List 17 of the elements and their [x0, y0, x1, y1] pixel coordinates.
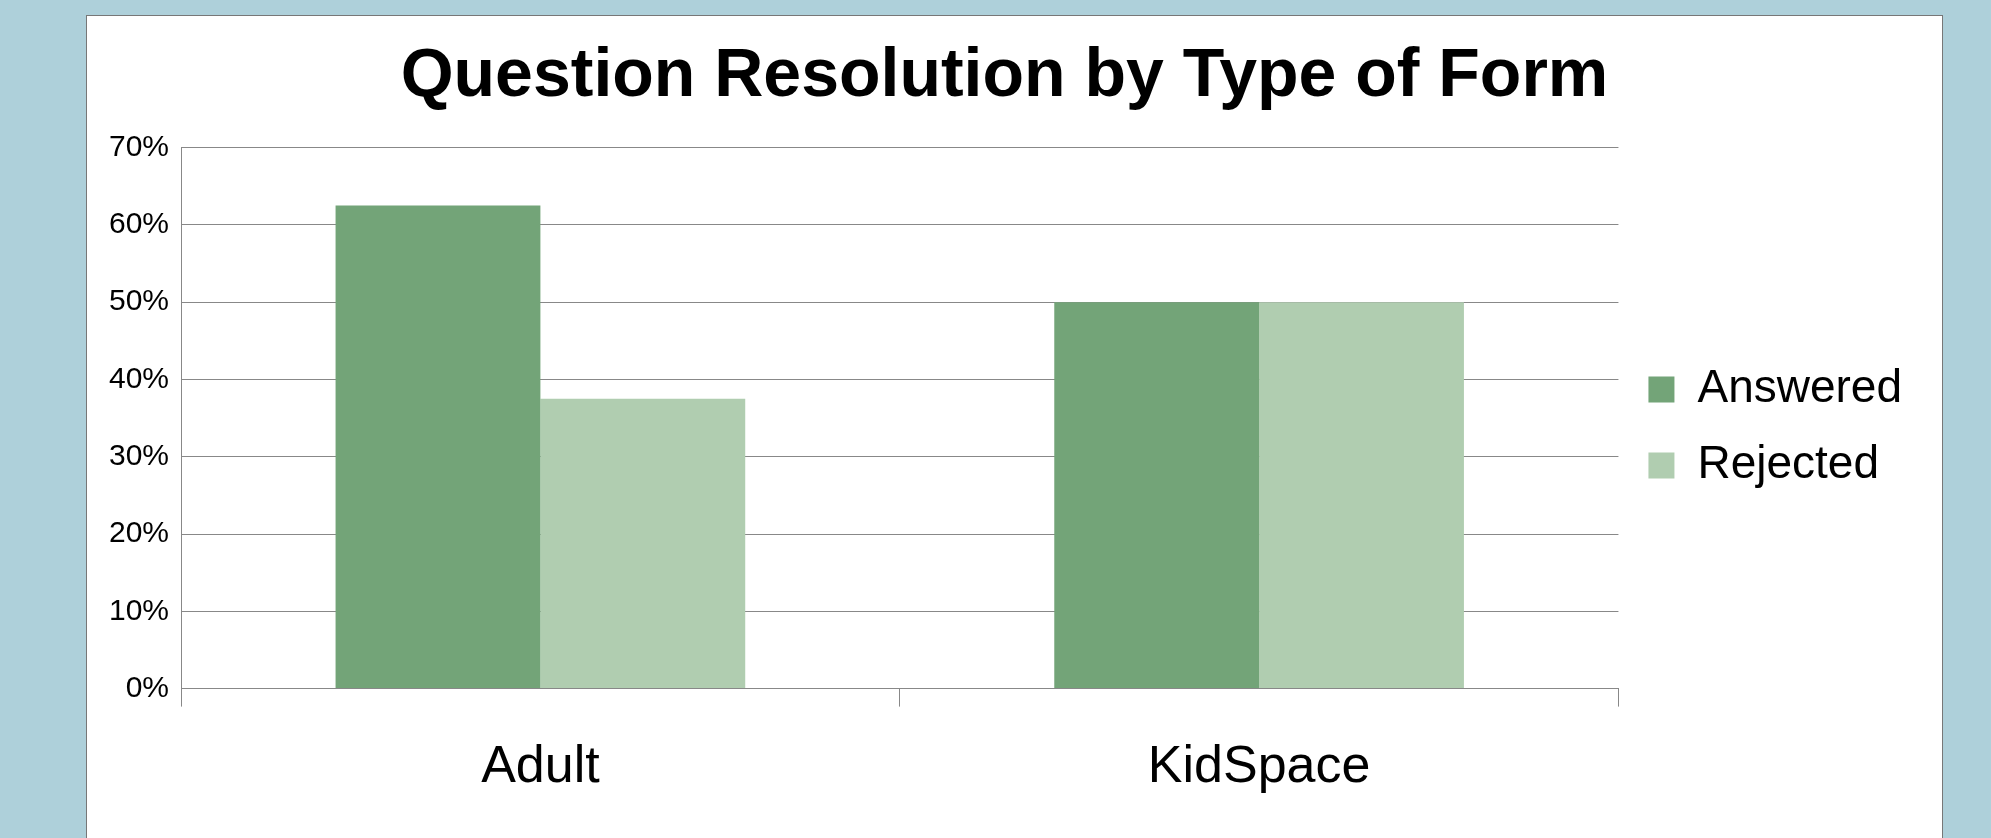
y-tick-label: 10%: [109, 592, 170, 626]
x-tick-label: Adult: [481, 735, 601, 794]
y-tick-label: 70%: [109, 128, 170, 162]
y-tick-label: 20%: [109, 515, 170, 549]
y-tick-label: 30%: [109, 438, 170, 472]
legend-label: Rejected: [1697, 436, 1880, 489]
x-tick-label: KidSpace: [1147, 735, 1371, 794]
bar: [1054, 302, 1260, 689]
bar: [540, 398, 746, 689]
y-tick-label: 0%: [125, 669, 170, 703]
legend-label: Answered: [1697, 360, 1903, 413]
chart-title: Question Resolution by Type of Form: [400, 33, 1609, 110]
y-tick-label: 40%: [109, 360, 170, 394]
y-tick-label: 60%: [109, 206, 170, 240]
bar: [1259, 302, 1464, 689]
y-tick-label: 50%: [109, 283, 170, 317]
bar: [335, 205, 541, 689]
